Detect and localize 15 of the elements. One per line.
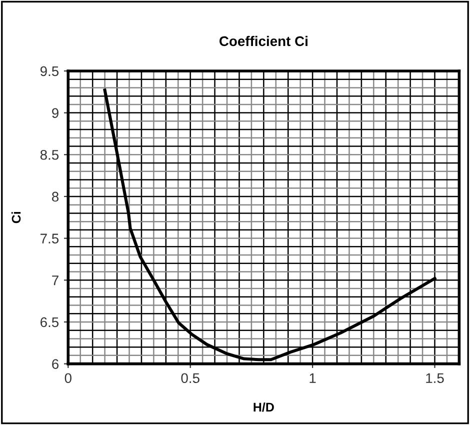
x-tick-label: 0.5 (181, 373, 200, 384)
y-tick-label: 6 (52, 359, 59, 369)
y-tick-label: 8 (52, 192, 59, 202)
y-tick-label: 9 (52, 108, 58, 118)
x-tick-label: 1.5 (426, 373, 444, 384)
y-axis-title: Ci (12, 212, 21, 224)
y-tick-label: 6.5 (40, 317, 59, 328)
y-tick-label: 9.5 (40, 66, 59, 76)
x-tick-label: 1 (310, 373, 316, 383)
y-tick-label: 7 (52, 276, 58, 286)
x-axis-title: H/D (254, 402, 274, 412)
y-tick-label: 8.5 (40, 150, 59, 160)
x-tick-label: 0 (64, 373, 72, 384)
chart-title: Coefficient Ci (219, 36, 308, 46)
y-tick-label: 7.5 (40, 234, 59, 244)
